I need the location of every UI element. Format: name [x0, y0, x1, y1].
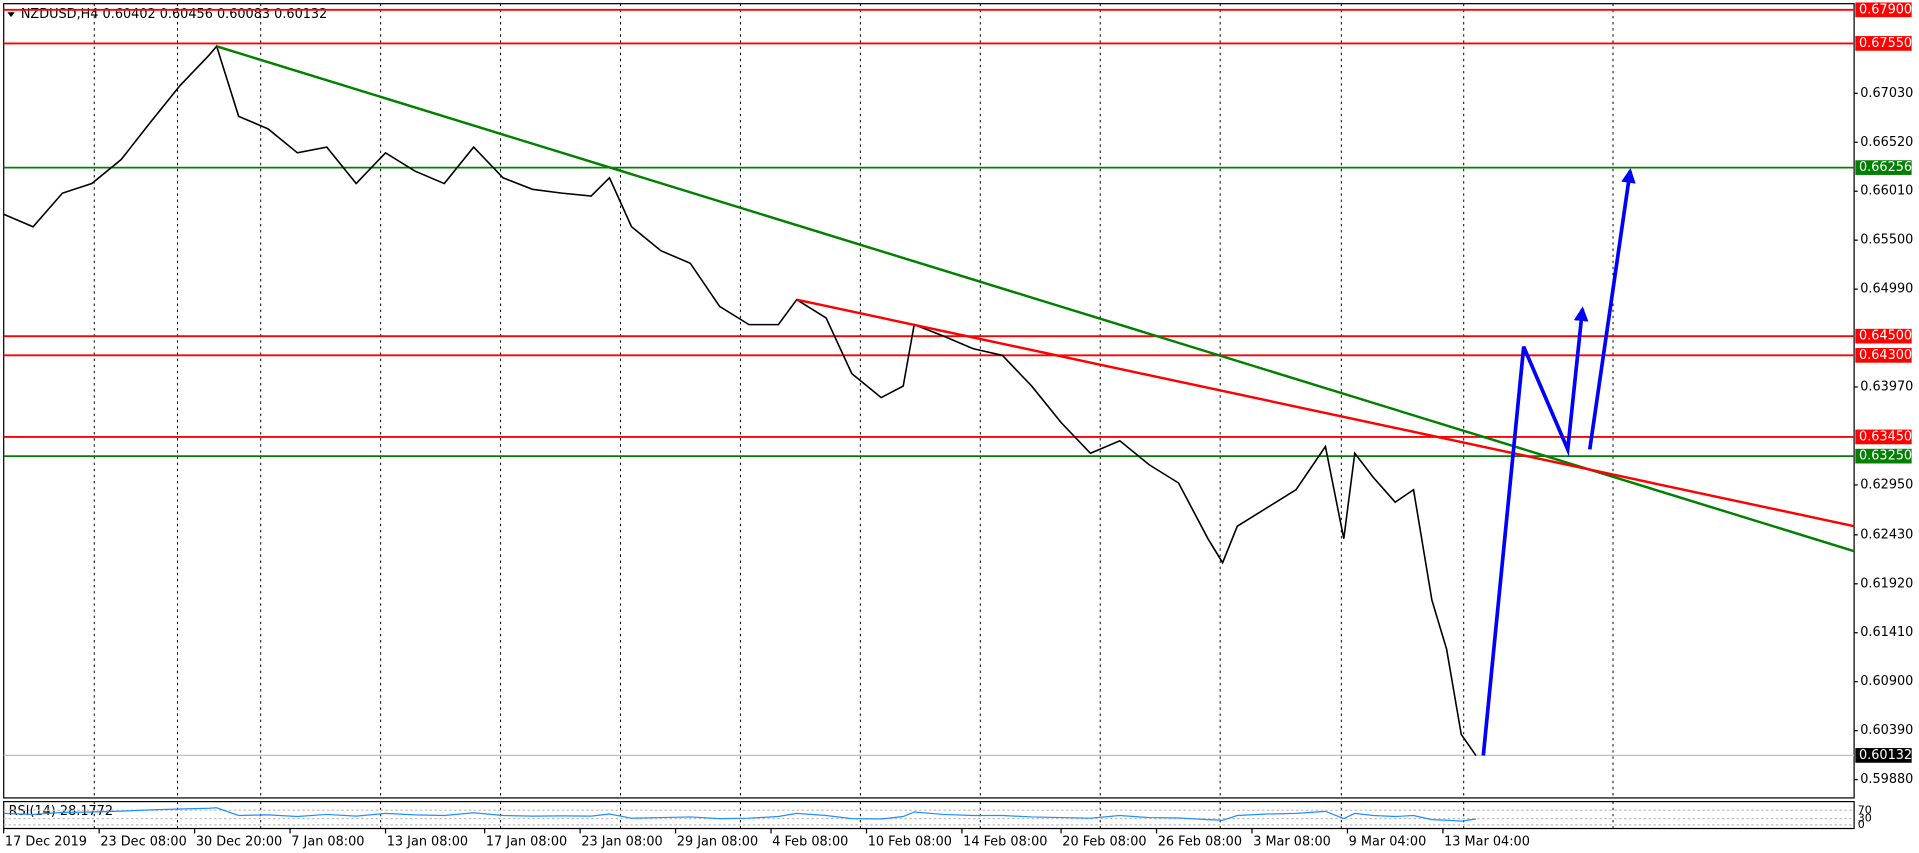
- y-tick-label: 0.63970: [1860, 380, 1913, 395]
- y-tick-label: 0.65500: [1860, 233, 1913, 248]
- rsi-title: RSI(14) 28.1772: [9, 804, 113, 819]
- level-label: 0.67550: [1859, 36, 1912, 51]
- y-tick-label: 0.59880: [1860, 772, 1913, 787]
- rsi-tick-label: 30: [1858, 812, 1872, 825]
- y-tick-label: 0.66520: [1860, 135, 1913, 150]
- y-tick-label: 0.66010: [1860, 184, 1913, 199]
- level-label-box: [1855, 429, 1912, 445]
- y-tick-label: 0.61410: [1860, 625, 1913, 640]
- level-label-box: [1855, 328, 1912, 344]
- y-tick-label: 0.62950: [1860, 477, 1913, 492]
- trendline: [1481, 306, 1589, 756]
- trendline: [796, 298, 1855, 528]
- level-label-box: [1855, 36, 1912, 51]
- rsi-tick-label: 0: [1858, 818, 1865, 831]
- price-line: [3, 44, 1477, 757]
- current-price-label: 0.60132: [1859, 748, 1912, 763]
- x-tick-label: 10 Feb 08:00: [868, 834, 952, 849]
- rsi-tick-label: 70: [1858, 803, 1872, 816]
- level-label: 0.66256: [1859, 160, 1912, 175]
- x-tick-label: 20 Feb 08:00: [1062, 834, 1146, 849]
- x-tick-label: 26 Feb 08:00: [1158, 834, 1242, 849]
- x-tick-label: 7 Jan 08:00: [291, 834, 364, 849]
- x-tick-label: 17 Jan 08:00: [486, 834, 567, 849]
- menu-arrow[interactable]: [7, 12, 15, 18]
- level-label: 0.63450: [1859, 429, 1912, 444]
- x-tick-label: 13 Jan 08:00: [387, 834, 468, 849]
- rsi-line: [3, 807, 1477, 822]
- y-tick-label: 0.67030: [1860, 86, 1913, 101]
- x-tick-label: 3 Mar 08:00: [1253, 834, 1331, 849]
- x-tick-label: 13 Mar 04:00: [1444, 834, 1530, 849]
- level-label: 0.63250: [1859, 449, 1912, 464]
- level-label-box: [1855, 2, 1912, 18]
- main-panel: [3, 3, 1855, 799]
- y-tick-label: 0.60900: [1860, 674, 1913, 689]
- x-tick-label: 9 Mar 04:00: [1349, 834, 1427, 849]
- level-label: 0.67900: [1859, 2, 1912, 17]
- x-tick-label: 23 Jan 08:00: [581, 834, 662, 849]
- x-tick-label: 17 Dec 2019: [5, 834, 87, 849]
- y-tick-label: 0.60390: [1860, 723, 1913, 738]
- x-tick-label: 30 Dec 20:00: [196, 834, 282, 849]
- level-label-box: [1855, 348, 1912, 363]
- y-tick-label: 0.61920: [1860, 576, 1913, 591]
- y-tick-label: 0.64990: [1860, 282, 1913, 297]
- level-label: 0.64300: [1859, 348, 1912, 363]
- current-price-box: [1855, 748, 1912, 763]
- x-tick-label: 29 Jan 08:00: [677, 834, 758, 849]
- x-tick-label: 4 Feb 08:00: [772, 834, 848, 849]
- rsi-panel: [3, 800, 1855, 830]
- x-tick-label: 23 Dec 08:00: [100, 834, 186, 849]
- chart-title: NZDUSD,H4 0.60402 0.60456 0.60083 0.6013…: [21, 7, 327, 22]
- level-label-box: [1855, 160, 1912, 175]
- level-label: 0.64500: [1859, 329, 1912, 344]
- y-tick-label: 0.62430: [1860, 527, 1913, 542]
- vertical-grid: [93, 3, 1614, 829]
- level-label-box: [1855, 448, 1912, 464]
- trendline: [1587, 168, 1636, 450]
- x-tick-label: 14 Feb 08:00: [963, 834, 1047, 849]
